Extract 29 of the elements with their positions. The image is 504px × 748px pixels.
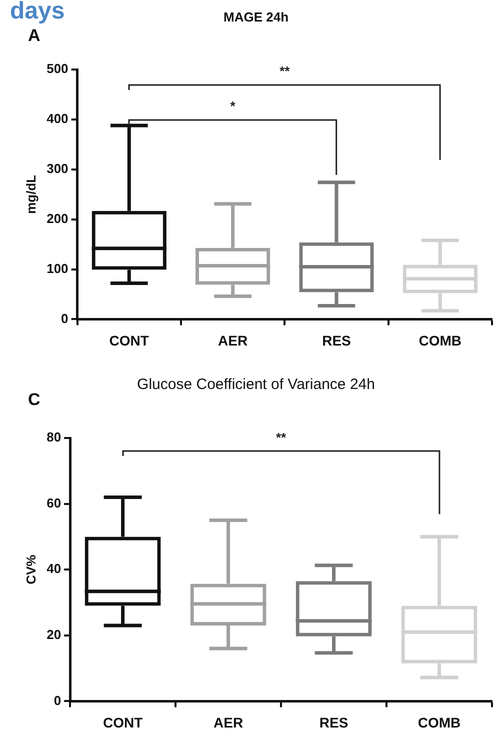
- x-tick-label: RES: [319, 714, 348, 730]
- annotation: **: [276, 430, 288, 446]
- text: days: [10, 0, 65, 25]
- y-tick-label: 0: [61, 310, 68, 326]
- annotation: **: [280, 64, 291, 79]
- y-tick-label: 500: [46, 61, 68, 76]
- y-tick-label: 80: [46, 430, 62, 445]
- annotation: *: [230, 98, 236, 114]
- x-tick-label: RES: [322, 332, 351, 348]
- y-tick-label: 20: [46, 626, 62, 642]
- x-tick-label: CONT: [109, 332, 150, 348]
- y-tick-label: 200: [46, 210, 68, 226]
- y-axis-title: CV%: [23, 554, 38, 584]
- x-tick-label: AER: [214, 714, 244, 730]
- y-tick-label: 300: [46, 161, 68, 176]
- y-tick-label: 0: [54, 692, 62, 708]
- chart-title: Glucose Coefficient of Variance 24h: [137, 376, 375, 394]
- chart-title: MAGE 24h: [223, 9, 289, 24]
- y-tick-label: 40: [46, 561, 62, 576]
- x-tick-label: AER: [218, 332, 248, 348]
- y-tick-label: 60: [46, 495, 62, 510]
- text: C: [28, 390, 40, 410]
- y-axis-title: mg/dL: [23, 174, 38, 214]
- x-tick-label: COMB: [418, 714, 461, 730]
- y-tick-label: 100: [46, 260, 68, 276]
- x-tick-label: COMB: [418, 332, 462, 348]
- x-tick-label: CONT: [102, 714, 144, 730]
- text: A: [28, 26, 40, 46]
- y-tick-label: 400: [46, 111, 68, 126]
